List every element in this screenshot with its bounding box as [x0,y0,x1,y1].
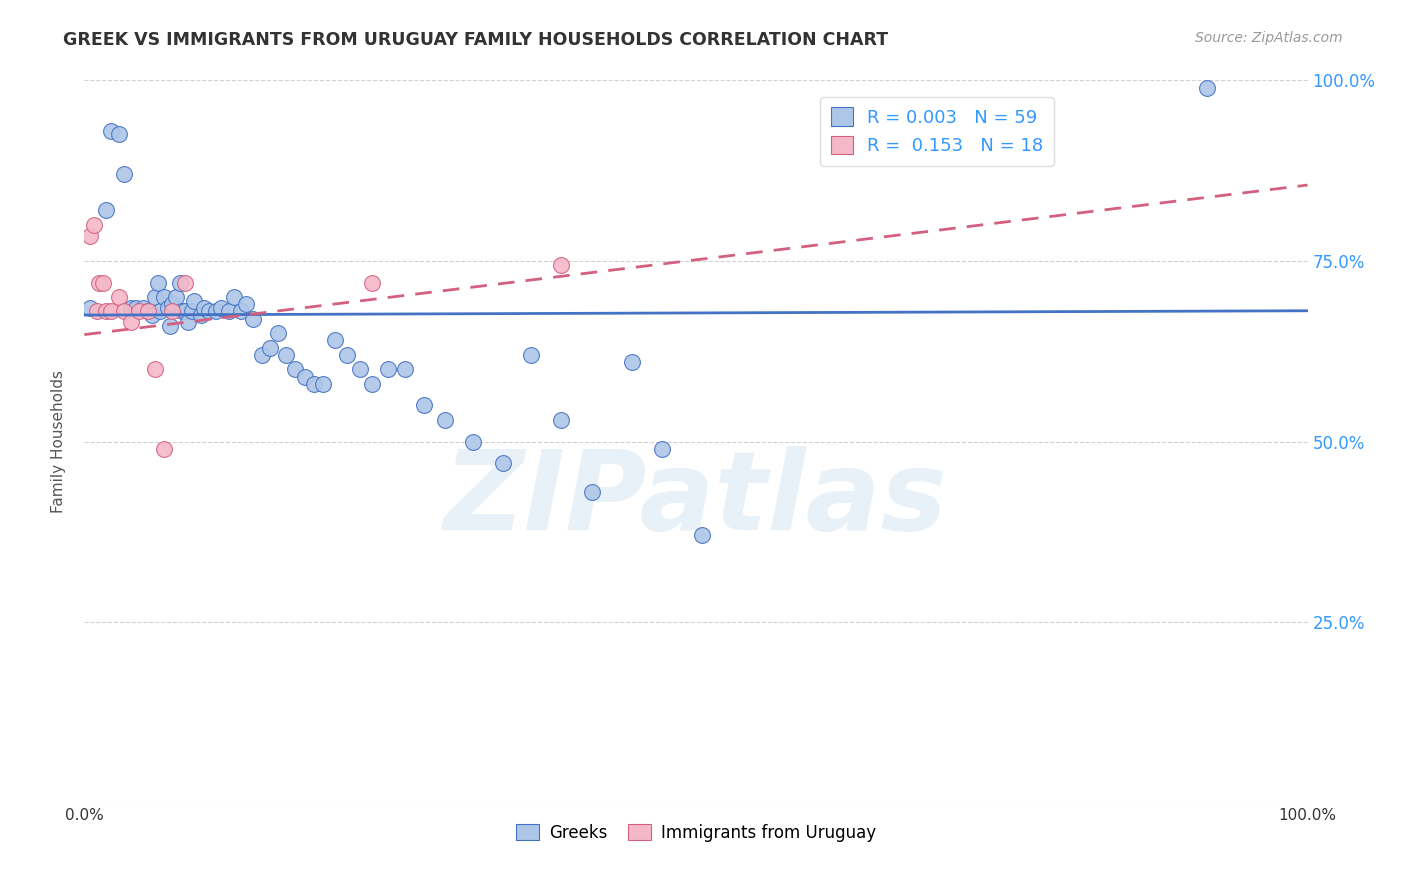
Point [312,376,335,391]
Point [259,341,281,355]
Point [79,228,101,243]
Text: Source: ZipAtlas.com: Source: ZipAtlas.com [1195,31,1343,45]
Point [294,369,316,384]
Point [162,304,184,318]
Point [394,362,416,376]
Point [141,308,163,322]
Point [136,304,159,318]
Point [284,362,307,376]
Point [360,376,382,391]
Point [550,258,572,272]
Point [120,315,142,329]
Point [165,290,187,304]
Point [153,290,176,304]
Point [87,276,110,290]
Point [250,348,273,362]
Point [229,304,252,318]
Point [222,290,245,304]
Point [107,290,129,304]
Point [96,203,118,218]
Point [621,355,644,369]
Point [360,276,382,290]
Point [159,318,181,333]
Point [149,304,172,318]
Point [79,301,101,315]
Point [169,276,191,290]
Point [91,276,114,290]
Point [377,362,399,376]
Point [235,297,257,311]
Point [162,297,184,311]
Point [132,301,155,315]
Point [209,301,232,315]
Point [581,485,603,500]
Point [336,348,359,362]
Point [198,304,221,318]
Y-axis label: Family Households: Family Households [51,370,66,513]
Point [107,128,129,142]
Point [651,442,673,456]
Point [690,528,713,542]
Point [266,326,288,340]
Point [153,442,176,456]
Text: GREEK VS IMMIGRANTS FROM URUGUAY FAMILY HOUSEHOLDS CORRELATION CHART: GREEK VS IMMIGRANTS FROM URUGUAY FAMILY … [63,31,889,49]
Point [276,348,298,362]
Point [463,434,485,449]
Point [177,315,200,329]
Point [1197,80,1219,95]
Point [128,304,150,318]
Point [193,301,215,315]
Point [492,456,515,470]
Point [143,362,166,376]
Point [125,301,148,315]
Point [218,304,240,318]
Point [100,304,122,318]
Point [242,311,264,326]
Point [434,413,457,427]
Legend: Greeks, Immigrants from Uruguay: Greeks, Immigrants from Uruguay [509,817,883,848]
Point [112,304,135,318]
Point [183,293,205,308]
Point [156,301,179,315]
Text: ZIPatlas: ZIPatlas [444,446,948,553]
Point [112,167,135,181]
Point [136,304,159,318]
Point [100,124,122,138]
Point [413,398,436,412]
Point [173,276,195,290]
Point [173,304,195,318]
Point [205,304,228,318]
Point [190,308,212,322]
Point [83,218,105,232]
Point [304,376,326,391]
Point [143,290,166,304]
Point [520,348,543,362]
Point [146,276,169,290]
Point [349,362,371,376]
Point [323,334,346,348]
Point [172,304,194,318]
Point [96,304,118,318]
Point [86,304,108,318]
Point [120,301,142,315]
Point [181,304,204,318]
Point [550,413,572,427]
